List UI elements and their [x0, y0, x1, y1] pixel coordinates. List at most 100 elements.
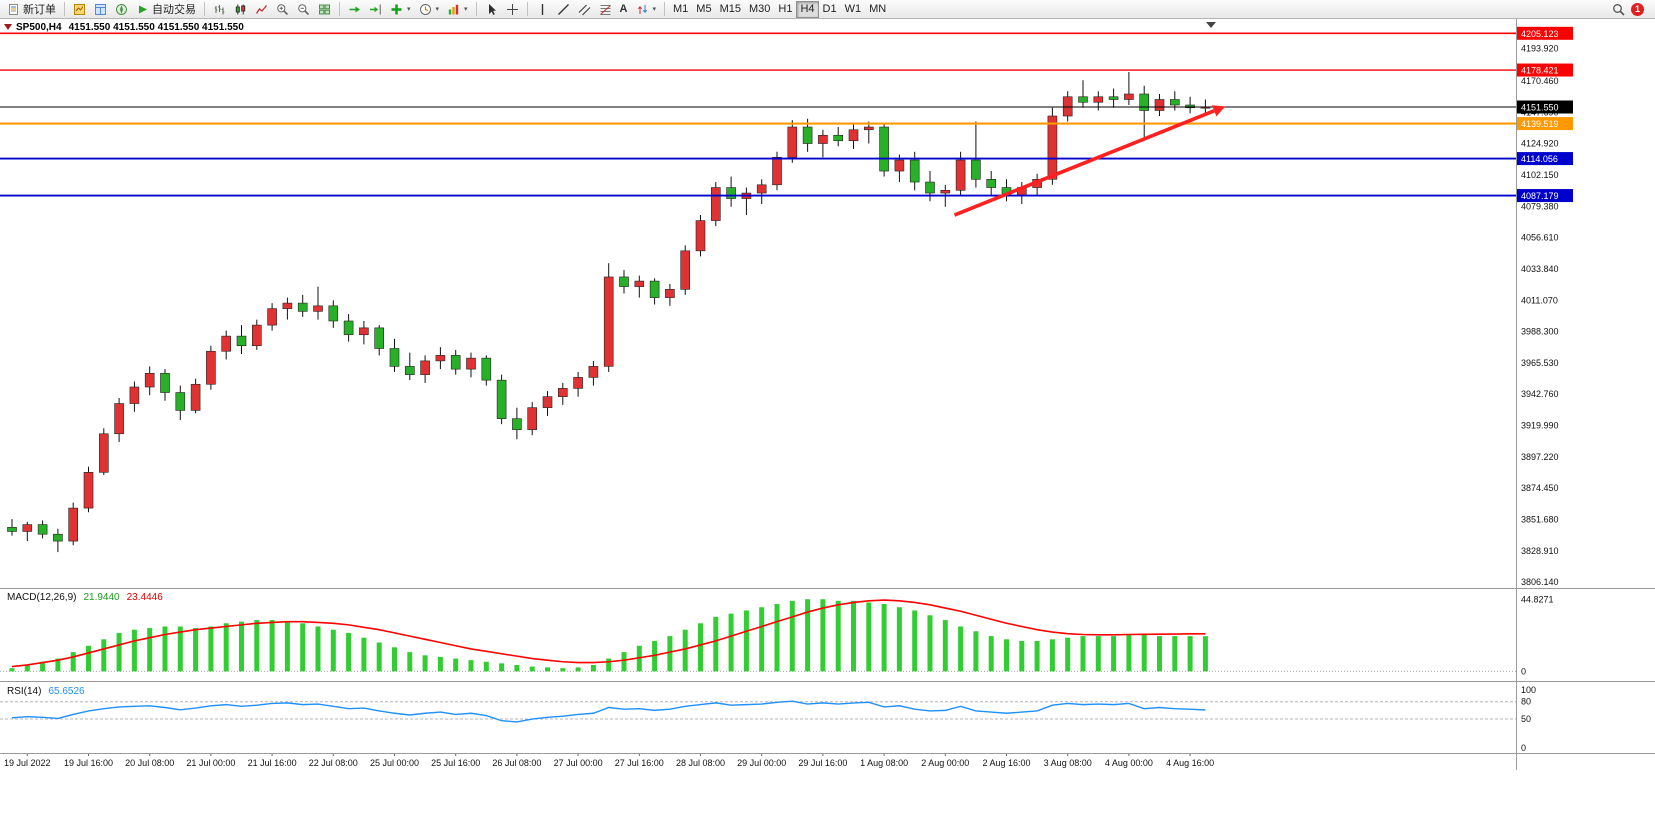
price-axis-labels: 4193.9204170.4604147.6904124.9204102.150… — [1521, 44, 1559, 587]
arrow-shapes-icon — [637, 4, 647, 14]
panel-splitter-macd[interactable] — [0, 585, 1516, 590]
macd-bar — [789, 600, 795, 672]
candlestick-chart-button[interactable] — [230, 1, 251, 18]
macd-bar — [575, 667, 581, 672]
price-axis-label: 3874.450 — [1521, 483, 1559, 493]
market-watch-button[interactable] — [69, 1, 90, 18]
candle — [649, 278, 660, 305]
macd-bar — [392, 647, 397, 672]
candle — [114, 398, 124, 443]
panel-splitter-rsi[interactable] — [0, 678, 1516, 683]
macd-bar — [330, 629, 336, 672]
price-axis-label: 4011.070 — [1521, 295, 1558, 305]
tf-button-w1[interactable]: W1 — [841, 1, 866, 18]
macd-bar — [590, 664, 596, 672]
cursor-button[interactable] — [481, 1, 502, 18]
macd-bar — [851, 600, 856, 672]
price-axis-label: 3965.530 — [1521, 358, 1559, 368]
templates-button[interactable] — [443, 1, 472, 18]
time-axis[interactable] — [0, 753, 1516, 770]
price-axis-label: 4193.920 — [1521, 44, 1559, 54]
new-order-button[interactable]: 新订单 — [3, 1, 60, 18]
main-toolbar: 新订单 自动交易 — [0, 0, 1655, 19]
indicators-button[interactable] — [386, 1, 415, 18]
macd-bar — [545, 667, 550, 672]
navigator-button[interactable] — [111, 1, 132, 18]
tile-windows-button[interactable] — [314, 1, 335, 18]
candle — [129, 381, 140, 412]
candle — [512, 407, 522, 440]
candle — [7, 519, 17, 536]
macd-bar — [300, 623, 306, 672]
trend-arrow[interactable] — [953, 105, 1226, 217]
tf-button-m30[interactable]: M30 — [745, 1, 774, 18]
candle — [374, 325, 385, 356]
price-axis-label: 3988.300 — [1521, 327, 1559, 337]
time-axis-label: 28 Jul 08:00 — [676, 758, 725, 768]
candle — [435, 347, 446, 370]
price-axis[interactable] — [1516, 19, 1655, 753]
macd-bar — [422, 655, 428, 672]
fibonacci-button[interactable] — [595, 1, 616, 18]
crosshair-button[interactable] — [502, 1, 523, 18]
candle — [297, 294, 308, 317]
tf-button-mn[interactable]: MN — [865, 1, 890, 18]
chart-shift-button[interactable] — [365, 1, 386, 18]
macd-bar — [70, 652, 76, 672]
zoom-in-button[interactable] — [272, 1, 293, 18]
tf-button-d1[interactable]: D1 — [819, 1, 841, 18]
price-axis-label: 3897.220 — [1521, 452, 1559, 462]
macd-bar — [1126, 634, 1132, 672]
macd-bar — [24, 664, 30, 672]
tf-button-m15[interactable]: M15 — [716, 1, 745, 18]
search-button[interactable] — [1608, 1, 1629, 18]
tf-button-h4[interactable]: H4 — [796, 0, 819, 18]
rsi-name: RSI(14) — [7, 686, 42, 697]
chart-shift-icon — [370, 4, 382, 14]
periods-button[interactable] — [415, 1, 444, 18]
macd-bar — [1095, 636, 1101, 672]
data-window-button[interactable] — [90, 1, 111, 18]
trendline-button[interactable] — [553, 1, 574, 18]
chart-shift-marker[interactable] — [1206, 22, 1216, 28]
auto-scroll-button[interactable] — [344, 1, 365, 18]
price-axis-label: 3942.760 — [1521, 389, 1559, 399]
candle — [420, 355, 430, 383]
macd-bar — [682, 629, 688, 672]
channel-button[interactable] — [574, 1, 595, 18]
price-badge — [1517, 189, 1573, 203]
autotrade-button[interactable]: 自动交易 — [132, 1, 200, 18]
bar-chart-button[interactable] — [209, 1, 230, 18]
line-chart-button[interactable] — [251, 1, 272, 18]
rsi-axis-label: 0 — [1521, 743, 1526, 753]
time-axis-label: 2 Aug 16:00 — [982, 758, 1030, 768]
price-axis-label: 3919.990 — [1521, 421, 1559, 431]
candle — [343, 314, 354, 342]
text-tool-button[interactable]: A — [616, 1, 632, 18]
price-badge — [1517, 100, 1573, 114]
macd-bar — [514, 664, 520, 672]
price-axis-label: 4102.150 — [1521, 170, 1559, 180]
price-badges: 4205.123 4178.421 4151.550 4139.519 4114.056… — [1517, 26, 1573, 203]
macd-bar — [759, 607, 765, 672]
candle — [695, 215, 706, 257]
collapse-triangle-icon[interactable] — [4, 24, 12, 30]
macd-bar — [131, 629, 137, 672]
macd-bar — [315, 626, 321, 672]
candle — [404, 352, 415, 381]
vertical-line-button[interactable] — [532, 1, 553, 18]
data-window-icon — [95, 3, 106, 15]
zoom-out-button[interactable] — [293, 1, 314, 18]
tf-button-m1[interactable]: M1 — [669, 1, 692, 18]
tf-button-m5[interactable]: M5 — [692, 1, 715, 18]
notification-badge[interactable]: 1 — [1631, 2, 1644, 16]
macd-bar — [728, 613, 734, 672]
candle — [1139, 85, 1149, 139]
tf-button-h1[interactable]: H1 — [774, 1, 796, 18]
arrows-button[interactable] — [632, 1, 661, 18]
price-badge-label: 4178.421 — [1521, 66, 1559, 76]
chart-canvas[interactable]: 19 Jul 2022 19 Jul 16:00 20 Jul 08:00 21 Ju… — [0, 19, 1655, 770]
play-icon — [139, 5, 147, 13]
macd-value: 21.9440 — [83, 592, 120, 603]
macd-panel: 44.8271 0 — [0, 595, 1554, 676]
